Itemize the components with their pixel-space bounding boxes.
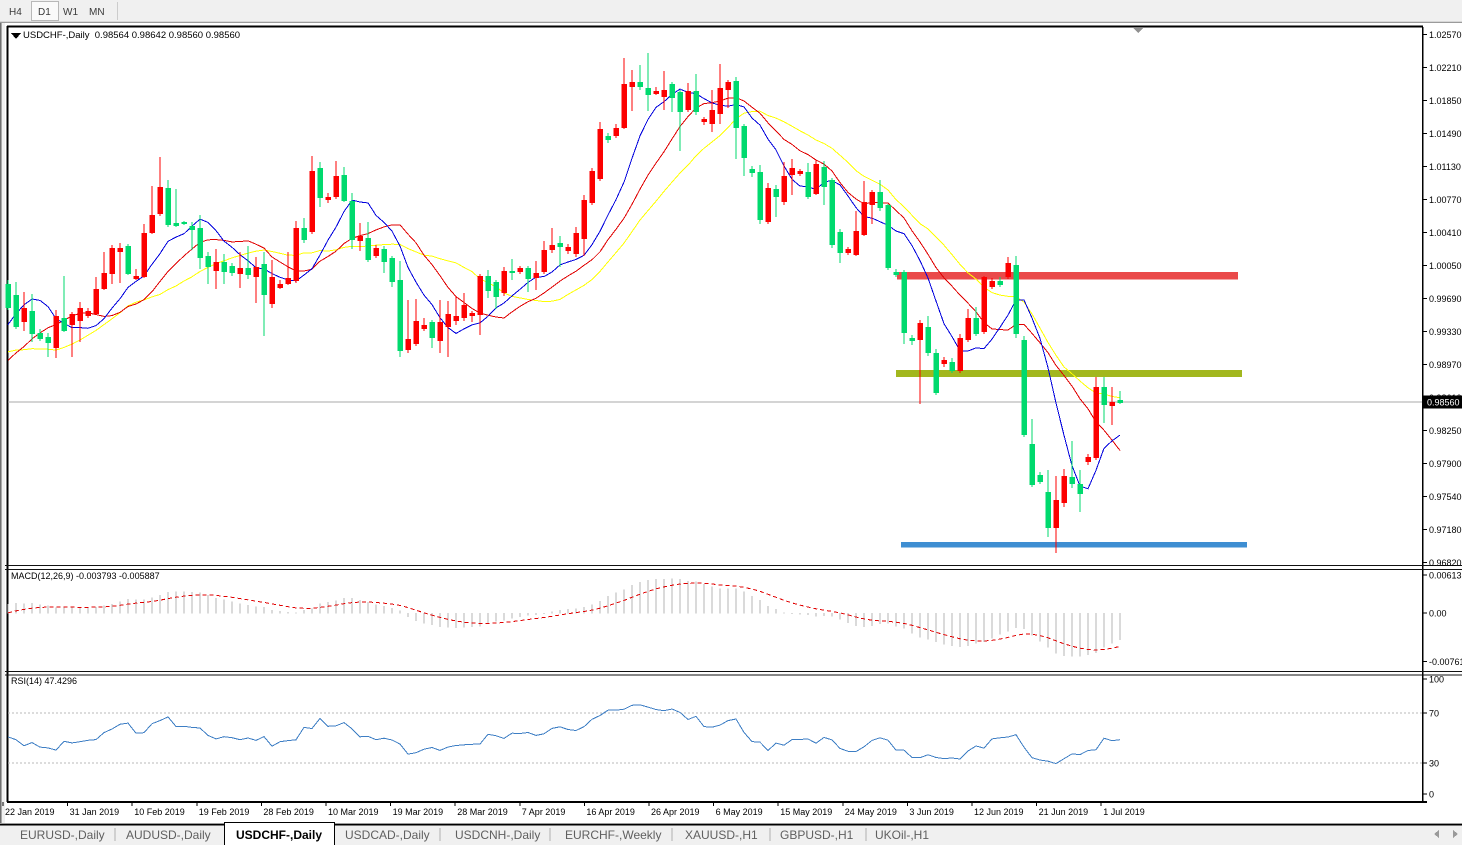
svg-text:30: 30 (1429, 759, 1439, 769)
svg-text:1.01490: 1.01490 (1429, 129, 1462, 139)
svg-text:MACD(12,26,9) -0.003793 -0.005: MACD(12,26,9) -0.003793 -0.005887 (11, 571, 160, 581)
svg-text:1.00050: 1.00050 (1429, 261, 1462, 271)
svg-text:1.00770: 1.00770 (1429, 195, 1462, 205)
svg-text:USDCAD-,Daily: USDCAD-,Daily (345, 828, 430, 842)
svg-text:0.98970: 0.98970 (1429, 360, 1462, 370)
svg-text:1.01850: 1.01850 (1429, 96, 1462, 106)
svg-text:19 Mar 2019: 19 Mar 2019 (393, 807, 444, 817)
svg-text:6 May 2019: 6 May 2019 (716, 807, 763, 817)
svg-text:3 Jun 2019: 3 Jun 2019 (909, 807, 954, 817)
svg-text:19 Feb 2019: 19 Feb 2019 (199, 807, 250, 817)
svg-text:1.00410: 1.00410 (1429, 228, 1462, 238)
svg-text:24 May 2019: 24 May 2019 (845, 807, 897, 817)
svg-text:31 Jan 2019: 31 Jan 2019 (70, 807, 120, 817)
svg-text:MN: MN (89, 7, 105, 18)
svg-text:0.96820: 0.96820 (1429, 558, 1462, 568)
svg-text:10 Mar 2019: 10 Mar 2019 (328, 807, 379, 817)
svg-text:70: 70 (1429, 709, 1439, 719)
svg-text:12 Jun 2019: 12 Jun 2019 (974, 807, 1024, 817)
svg-text:-0.00761: -0.00761 (1429, 657, 1462, 667)
svg-text:USDCHF-,Daily: USDCHF-,Daily (236, 828, 322, 842)
svg-text:EURCHF-,Weekly: EURCHF-,Weekly (565, 828, 661, 842)
svg-text:D1: D1 (38, 7, 51, 18)
svg-text:W1: W1 (63, 7, 78, 18)
svg-text:EURUSD-,Daily: EURUSD-,Daily (20, 828, 105, 842)
svg-text:USDCNH-,Daily: USDCNH-,Daily (455, 828, 540, 842)
svg-text:28 Mar 2019: 28 Mar 2019 (457, 807, 508, 817)
svg-text:22 Jan 2019: 22 Jan 2019 (5, 807, 55, 817)
svg-text:1.02210: 1.02210 (1429, 63, 1462, 73)
svg-text:21 Jun 2019: 21 Jun 2019 (1039, 807, 1089, 817)
svg-text:XAUUSD-,H1: XAUUSD-,H1 (685, 828, 758, 842)
svg-text:GBPUSD-,H1: GBPUSD-,H1 (780, 828, 854, 842)
svg-text:0.97900: 0.97900 (1429, 459, 1462, 469)
svg-text:7 Apr 2019: 7 Apr 2019 (522, 807, 566, 817)
svg-text:1 Jul 2019: 1 Jul 2019 (1103, 807, 1145, 817)
svg-text:0.99690: 0.99690 (1429, 294, 1462, 304)
svg-text:0.00: 0.00 (1429, 609, 1447, 619)
svg-text:1.02570: 1.02570 (1429, 30, 1462, 40)
svg-text:0.99330: 0.99330 (1429, 327, 1462, 337)
svg-text:28 Feb 2019: 28 Feb 2019 (263, 807, 314, 817)
svg-text:0.97540: 0.97540 (1429, 492, 1462, 502)
svg-text:1.01130: 1.01130 (1429, 162, 1461, 172)
svg-text:26 Apr 2019: 26 Apr 2019 (651, 807, 700, 817)
svg-text:0.98250: 0.98250 (1429, 426, 1462, 436)
svg-text:UKOil-,H1: UKOil-,H1 (875, 828, 929, 842)
svg-text:0: 0 (1429, 790, 1434, 800)
svg-text:10 Feb 2019: 10 Feb 2019 (134, 807, 185, 817)
svg-text:USDCHF-,Daily 0.98564 0.98642: USDCHF-,Daily 0.98564 0.98642 0.98560 0.… (23, 30, 240, 41)
svg-text:0.00613: 0.00613 (1429, 571, 1462, 581)
svg-text:15 May 2019: 15 May 2019 (780, 807, 832, 817)
svg-text:100: 100 (1429, 675, 1444, 685)
svg-text:H4: H4 (9, 7, 22, 18)
svg-text:0.98560: 0.98560 (1427, 398, 1460, 408)
svg-text:RSI(14) 47.4296: RSI(14) 47.4296 (11, 676, 77, 686)
svg-text:AUDUSD-,Daily: AUDUSD-,Daily (126, 828, 211, 842)
svg-text:16 Apr 2019: 16 Apr 2019 (586, 807, 635, 817)
svg-text:0.97180: 0.97180 (1429, 525, 1462, 535)
